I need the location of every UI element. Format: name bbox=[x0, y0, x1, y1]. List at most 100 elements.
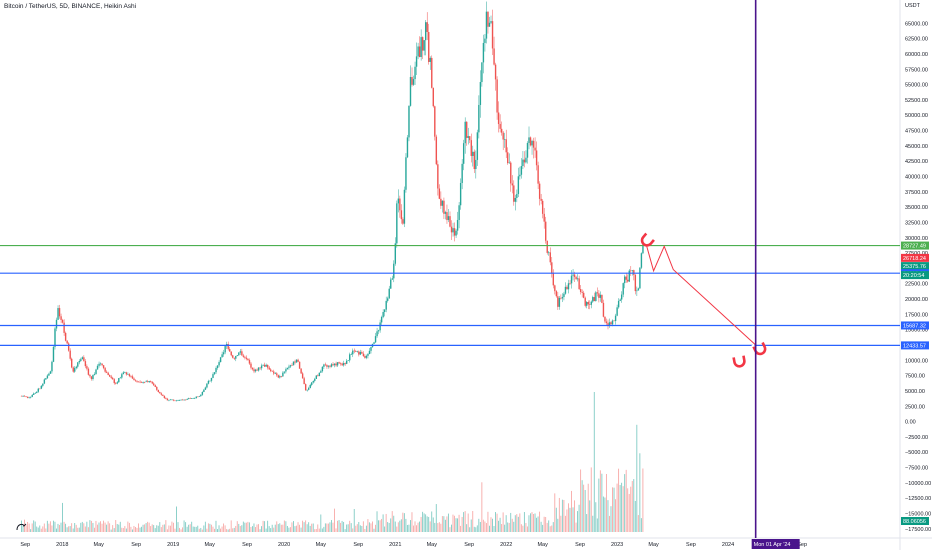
volume-bar bbox=[274, 524, 276, 532]
candle-body bbox=[387, 298, 389, 301]
candle-body bbox=[186, 399, 188, 400]
candle-body bbox=[46, 375, 49, 379]
volume-bar bbox=[396, 526, 398, 532]
candle-body bbox=[548, 252, 550, 254]
volume-bar bbox=[168, 525, 170, 532]
candle-body bbox=[379, 322, 381, 331]
volume-series bbox=[21, 392, 644, 532]
candle-body bbox=[443, 200, 445, 214]
volume-bar bbox=[121, 527, 123, 532]
volume-bar bbox=[399, 520, 401, 532]
candle-body bbox=[507, 152, 509, 164]
candle-body bbox=[247, 358, 249, 361]
candle-body bbox=[469, 136, 471, 141]
candle-body bbox=[93, 374, 96, 376]
candle-body bbox=[180, 399, 182, 401]
candle-body bbox=[513, 185, 515, 202]
candle-body bbox=[131, 376, 134, 379]
candle-body bbox=[112, 377, 114, 380]
candle-body bbox=[227, 344, 229, 350]
volume-bar bbox=[530, 513, 531, 532]
candle-body bbox=[178, 400, 181, 401]
volume-bar bbox=[616, 483, 618, 532]
candle-body bbox=[610, 322, 612, 325]
x-tick-label: May bbox=[204, 542, 215, 548]
volume-bar bbox=[469, 527, 471, 532]
volume-bar bbox=[172, 522, 174, 532]
candle-body bbox=[187, 398, 190, 400]
candle-body bbox=[535, 150, 538, 166]
candle-body bbox=[414, 66, 416, 80]
candle-body bbox=[382, 311, 384, 318]
countdown-label: 20:20:54 bbox=[903, 273, 924, 279]
candle-body bbox=[481, 62, 483, 83]
candle-body bbox=[520, 166, 523, 175]
candle-body bbox=[245, 357, 248, 359]
volume-bar bbox=[640, 518, 642, 532]
volume-bar bbox=[379, 520, 381, 532]
time-marker-label: Mon 01 Apr '24 bbox=[754, 542, 791, 548]
volume-bar bbox=[81, 521, 83, 532]
y-tick-label: 47500.00 bbox=[905, 129, 928, 135]
volume-bar bbox=[180, 529, 182, 532]
candle-body bbox=[637, 288, 640, 291]
volume-bar bbox=[580, 469, 582, 532]
price-tag bbox=[901, 241, 929, 250]
candle-body bbox=[270, 369, 272, 372]
volume-bar bbox=[381, 518, 383, 532]
candle-body bbox=[537, 165, 539, 184]
candle-body bbox=[207, 380, 210, 384]
candle-body bbox=[51, 361, 53, 372]
candle-body bbox=[605, 321, 608, 324]
volume-bar bbox=[195, 526, 197, 532]
volume-bar bbox=[159, 522, 161, 532]
candle-body bbox=[280, 376, 283, 377]
volume-bar bbox=[84, 526, 86, 532]
candle-body bbox=[642, 244, 644, 254]
price-tag-label: 15687.32 bbox=[903, 323, 926, 329]
volume-bar bbox=[587, 483, 589, 532]
candle-body bbox=[292, 361, 295, 366]
y-axis: 65000.00 62500.00 60000.00 57500.00 55000.00… bbox=[905, 3, 931, 533]
candle-body bbox=[184, 399, 187, 401]
volume-bar bbox=[394, 521, 396, 532]
candle-body bbox=[113, 379, 115, 384]
volume-bar bbox=[204, 521, 206, 532]
candle-body bbox=[99, 363, 102, 365]
volume-bar bbox=[226, 529, 228, 532]
candle-body bbox=[115, 383, 117, 384]
candle-body bbox=[333, 363, 336, 366]
volume-bar bbox=[350, 523, 352, 532]
volume-bar bbox=[537, 516, 539, 532]
volume-bar bbox=[133, 525, 135, 532]
x-tick-label: 2022 bbox=[500, 542, 512, 548]
candle-body bbox=[640, 253, 643, 268]
volume-bar bbox=[435, 504, 437, 532]
volume-bar bbox=[543, 516, 545, 532]
candle-body bbox=[464, 121, 466, 144]
candle-body bbox=[262, 364, 264, 366]
volume-bar bbox=[309, 525, 311, 532]
candle-body bbox=[74, 368, 76, 372]
volume-bar bbox=[423, 513, 425, 532]
volume-bar bbox=[239, 526, 241, 532]
volume-bar bbox=[438, 522, 440, 532]
volume-bar bbox=[106, 524, 108, 532]
volume-bar bbox=[71, 523, 73, 532]
volume-bar bbox=[540, 521, 542, 532]
volume-bar bbox=[531, 512, 533, 532]
candle-body bbox=[496, 79, 498, 113]
volume-bar bbox=[446, 516, 448, 532]
volume-bar bbox=[241, 525, 243, 532]
magnet-tip bbox=[741, 353, 745, 356]
volume-bar bbox=[63, 521, 65, 532]
volume-bar bbox=[166, 529, 168, 532]
volume-bar bbox=[334, 508, 335, 532]
volume-bar bbox=[434, 522, 436, 532]
volume-bar bbox=[628, 493, 630, 532]
candle-body bbox=[122, 372, 125, 375]
volume-bar bbox=[642, 468, 644, 532]
volume-bar bbox=[627, 488, 629, 532]
candle-body bbox=[587, 302, 589, 305]
